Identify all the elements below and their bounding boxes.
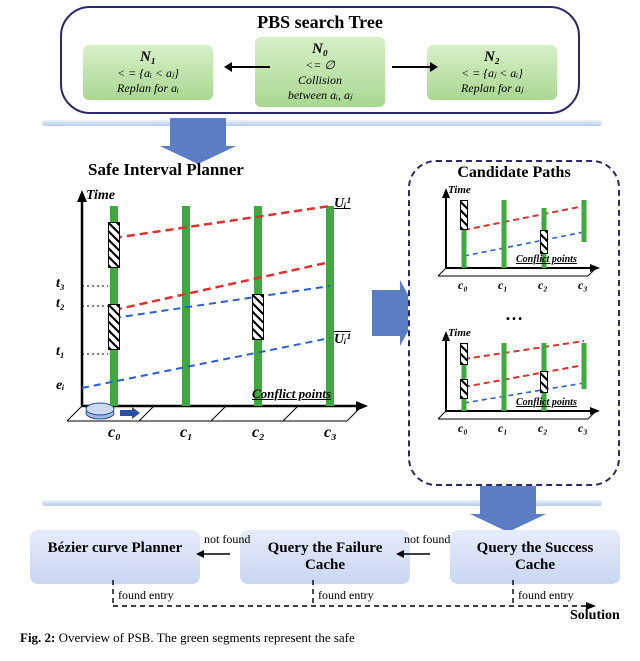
time-label: Time (86, 188, 115, 204)
planner-svg (42, 186, 372, 446)
ei: eᵢ (56, 378, 65, 394)
mini2-hatch3 (540, 371, 548, 393)
t3: t₃ (56, 276, 65, 292)
t2: t₂ (56, 296, 65, 312)
arrow-n0-n2 (392, 66, 432, 68)
divider-1 (42, 120, 602, 126)
nf-2: not found (204, 532, 250, 547)
figure-caption: Fig. 2: Overview of PSB. The green segme… (20, 630, 355, 646)
planner-title: Safe Interval Planner (88, 160, 244, 180)
t1: t₁ (56, 344, 65, 360)
mini-chart-1: Time Conflict points c₀ c₁ c₂ c₃ (424, 186, 604, 304)
node-n0: N₀ <= ∅ Collision between aᵢ, aⱼ (255, 37, 385, 107)
fe-2: found entry (318, 588, 374, 603)
cand-title: Candidate Paths (410, 164, 618, 182)
candidate-box: Candidate Paths Time Conflict points c₀ … (408, 160, 620, 486)
hatch-2 (108, 304, 120, 350)
pbs-tree-box: PBS search Tree N₁ < = {aᵢ < aⱼ} Replan … (60, 6, 580, 114)
big-arrow-down (170, 118, 226, 146)
c2: c₂ (252, 424, 265, 442)
fe-1: found entry (118, 588, 174, 603)
mini1-hatch2 (540, 230, 548, 254)
c3: c₃ (324, 424, 337, 442)
solution: Solution (570, 608, 620, 624)
hatch-3 (252, 294, 264, 340)
mini1-hatch1 (460, 200, 468, 230)
node-n2: N₂ < = {aⱼ < aᵢ} Replan for aⱼ (427, 45, 557, 100)
conflict-label: Conflict points (252, 386, 331, 402)
u-upper: Uᵢ¹ (334, 196, 351, 212)
ellipsis: … (410, 304, 618, 325)
pbs-title: PBS search Tree (62, 12, 578, 33)
node-row: N₁ < = {aᵢ < aⱼ} Replan for aᵢ N₀ <= ∅ C… (62, 37, 578, 107)
u-lower: Uᵢ¹ (334, 332, 351, 348)
arrow-n0-n1 (230, 66, 270, 68)
fe-3: found entry (518, 588, 574, 603)
mini2-hatch1 (460, 343, 468, 365)
nf-1: not found (404, 532, 450, 547)
c0: c₀ (108, 424, 121, 442)
big-arrow-right (372, 290, 400, 336)
node-n1: N₁ < = {aᵢ < aⱼ} Replan for aᵢ (83, 45, 213, 100)
hatch-1 (108, 222, 120, 268)
mini-chart-2: Time Conflict points c₀ c₁ c₂ c₃ (424, 329, 604, 447)
planner-chart: Time Conflict points Uᵢ¹ Uᵢ¹ t₃ t₂ t₁ eᵢ… (42, 186, 372, 446)
mini2-hatch2 (460, 379, 468, 399)
big-arrow-down-2 (480, 486, 536, 514)
c1: c₁ (180, 424, 193, 442)
